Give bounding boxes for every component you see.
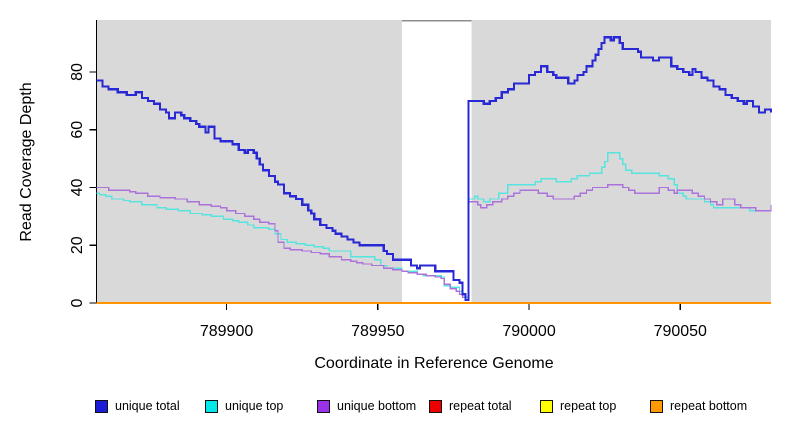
legend-item-repeat-top: repeat top — [540, 399, 616, 413]
legend-label: unique total — [115, 399, 180, 413]
y-tick-label: 60 — [69, 121, 86, 139]
legend-label: repeat bottom — [670, 399, 748, 413]
legend-swatch-repeat-total — [429, 399, 442, 413]
legend-swatch-repeat-bottom — [650, 399, 663, 413]
x-axis-title: Coordinate in Reference Genome — [314, 355, 554, 372]
x-tick-label: 789950 — [351, 323, 404, 340]
x-tick-label: 789900 — [200, 323, 253, 340]
legend-label: repeat total — [449, 399, 512, 413]
legend-item-unique-bottom: unique bottom — [317, 399, 416, 413]
legend-item-unique-top: unique top — [205, 399, 283, 413]
legend-item-repeat-total: repeat total — [429, 399, 512, 413]
x-tick-label: 790000 — [502, 323, 555, 340]
y-axis-title: Read Coverage Depth — [18, 82, 35, 242]
legend-swatch-unique-top — [205, 399, 218, 413]
y-tick-label: 20 — [69, 236, 86, 254]
gap-region — [401, 20, 472, 303]
legend-swatch-unique-bottom — [317, 399, 330, 413]
legend-item-repeat-bottom: repeat bottom — [650, 399, 747, 413]
y-tick-label: 0 — [69, 298, 86, 307]
legend-label: repeat top — [560, 399, 617, 413]
legend-label: unique bottom — [337, 399, 417, 413]
legend-swatch-unique-total — [95, 399, 108, 413]
series-line-unique-total — [96, 36, 773, 302]
y-tick-label: 80 — [69, 63, 86, 81]
x-tick-label: 790050 — [654, 323, 707, 340]
legend-item-unique-total: unique total — [95, 399, 180, 413]
legend-label: unique top — [225, 399, 284, 413]
legend-swatch-repeat-top — [540, 399, 553, 413]
y-tick-label: 40 — [69, 178, 86, 196]
